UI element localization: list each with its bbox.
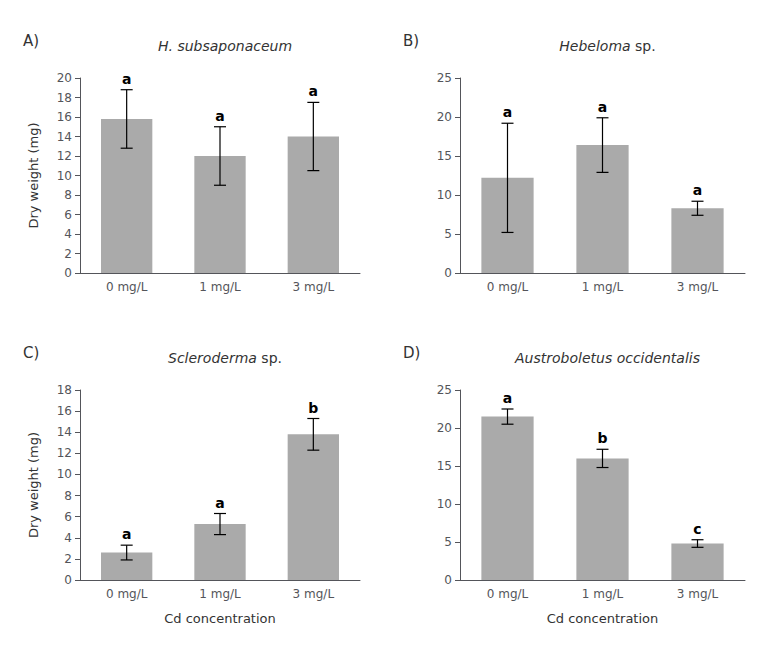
svg-text:b: b (308, 400, 318, 416)
svg-text:0: 0 (444, 266, 452, 280)
svg-text:25: 25 (437, 71, 452, 85)
svg-text:16: 16 (57, 404, 72, 418)
svg-text:a: a (598, 99, 607, 115)
svg-text:0 mg/L: 0 mg/L (106, 587, 148, 601)
svg-text:10: 10 (437, 188, 452, 202)
svg-text:Dry weight (mg): Dry weight (mg) (26, 432, 41, 538)
svg-text:0 mg/L: 0 mg/L (487, 587, 529, 601)
svg-text:20: 20 (57, 71, 72, 85)
svg-text:12: 12 (57, 149, 72, 163)
svg-text:a: a (122, 71, 131, 87)
svg-text:10: 10 (57, 467, 72, 481)
svg-text:1 mg/L: 1 mg/L (199, 587, 241, 601)
svg-text:a: a (309, 83, 318, 99)
svg-text:H. subsaponaceum: H. subsaponaceum (158, 38, 292, 54)
svg-text:Cd concentration: Cd concentration (547, 611, 659, 626)
svg-text:25: 25 (437, 383, 452, 397)
svg-text:10: 10 (437, 497, 452, 511)
svg-text:5: 5 (444, 535, 452, 549)
svg-text:15: 15 (437, 459, 452, 473)
svg-text:16: 16 (57, 110, 72, 124)
svg-text:sp.: sp. (631, 38, 656, 54)
svg-text:15: 15 (437, 149, 452, 163)
svg-text:a: a (215, 108, 224, 124)
svg-text:b: b (597, 430, 607, 446)
svg-text:4: 4 (64, 227, 72, 241)
svg-text:4: 4 (64, 531, 72, 545)
svg-text:3 mg/L: 3 mg/L (677, 280, 719, 294)
svg-text:0: 0 (64, 266, 72, 280)
svg-text:Austroboletus occidentalis: Austroboletus occidentalis (514, 350, 700, 366)
svg-text:6: 6 (64, 208, 72, 222)
svg-text:a: a (215, 495, 224, 511)
svg-text:3 mg/L: 3 mg/L (293, 587, 335, 601)
svg-text:a: a (503, 390, 512, 406)
svg-text:Cd concentration: Cd concentration (164, 611, 276, 626)
svg-text:a: a (503, 104, 512, 120)
svg-text:1 mg/L: 1 mg/L (582, 587, 624, 601)
svg-text:20: 20 (437, 110, 452, 124)
svg-text:14: 14 (57, 425, 72, 439)
svg-text:0: 0 (64, 573, 72, 587)
svg-text:5: 5 (444, 227, 452, 241)
svg-text:Scleroderma: Scleroderma (168, 350, 257, 366)
svg-text:3 mg/L: 3 mg/L (677, 587, 719, 601)
svg-text:6: 6 (64, 510, 72, 524)
svg-text:10: 10 (57, 169, 72, 183)
svg-text:1 mg/L: 1 mg/L (582, 280, 624, 294)
svg-text:20: 20 (437, 421, 452, 435)
svg-text:sp.: sp. (257, 350, 282, 366)
svg-text:A): A) (23, 32, 39, 50)
svg-text:C): C) (23, 344, 39, 362)
svg-text:B): B) (403, 32, 419, 50)
svg-text:D): D) (403, 344, 420, 362)
svg-text:Hebeloma: Hebeloma (559, 38, 630, 54)
svg-text:0 mg/L: 0 mg/L (487, 280, 529, 294)
svg-text:18: 18 (57, 383, 72, 397)
svg-text:8: 8 (64, 188, 72, 202)
svg-text:14: 14 (57, 130, 72, 144)
svg-text:1 mg/L: 1 mg/L (199, 280, 241, 294)
svg-text:c: c (693, 521, 701, 537)
svg-text:18: 18 (57, 91, 72, 105)
svg-text:12: 12 (57, 446, 72, 460)
svg-text:2: 2 (64, 552, 72, 566)
svg-text:a: a (693, 182, 702, 198)
svg-text:3 mg/L: 3 mg/L (293, 280, 335, 294)
svg-text:a: a (122, 526, 131, 542)
svg-text:0: 0 (444, 573, 452, 587)
svg-text:2: 2 (64, 247, 72, 261)
svg-text:Dry weight (mg): Dry weight (mg) (26, 122, 41, 228)
svg-text:0 mg/L: 0 mg/L (106, 280, 148, 294)
svg-text:8: 8 (64, 489, 72, 503)
